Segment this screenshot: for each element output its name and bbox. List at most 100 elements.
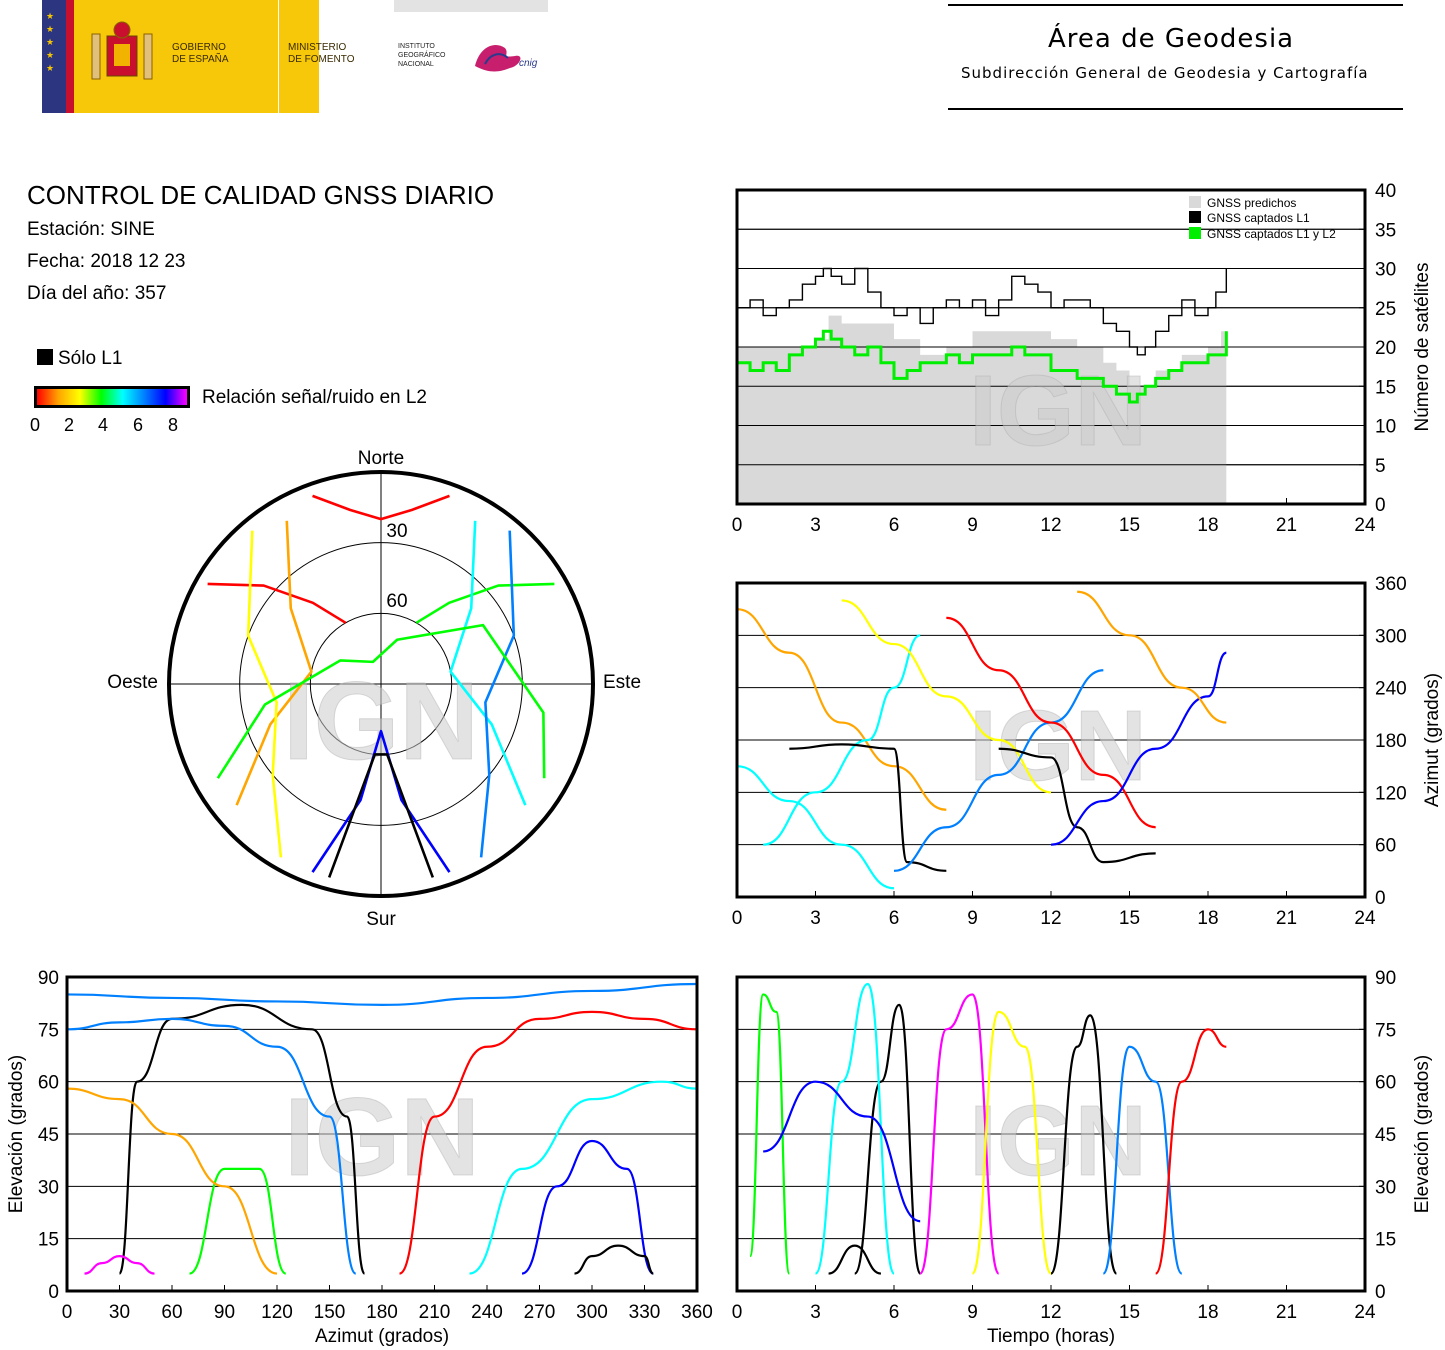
snr-tick-8: 8 [168,415,179,435]
snr-tick-0: 0 [30,415,41,435]
elevation-azimuth-track-4 [521,1139,654,1275]
elevation-azimuth-track-8 [574,1244,654,1275]
elevation-time-track-9 [762,1080,921,1223]
elevation-time-track-2 [1049,1014,1118,1275]
elevation-azimuth-xtick-330: 330 [629,1302,661,1323]
elevation-azimuth-track-1 [66,1017,357,1275]
azimuth-time-xtick-3: 3 [810,908,821,929]
flag-red [66,0,74,113]
elevation-time-track-6 [1102,1045,1183,1275]
ign-line2: GEOGRÁFICO [398,52,446,59]
satellite-count-ylabel: Número de satélites [1412,263,1433,432]
azimuth-time-xtick-6: 6 [889,908,900,929]
elevation-azimuth-track-3 [189,1167,287,1275]
elevation-time-xtick-12: 12 [1040,1302,1061,1323]
flag-stars: ★ ★ ★ ★ ★ [46,11,55,73]
elevation-azimuth-border [65,975,699,1293]
azimuth-track-0 [736,608,947,811]
elevation-time-track-8 [828,1244,882,1275]
polar-track-6 [246,530,283,858]
satellite-count-xtick-0: 0 [732,515,743,536]
date-label: Fecha: 2018 12 23 [27,251,186,272]
doy-label: Día del año: 357 [27,283,167,304]
snr-colorbar [34,386,190,408]
satellite-legend-label-1: GNSS captados L1 [1207,211,1310,225]
area-header: Área de Geodesia Subdirección General de… [948,4,1403,112]
elevation-azimuth-track-0 [118,1003,366,1275]
azimuth-time-xtick-18: 18 [1197,908,1218,929]
polar-ring-label-60: 60 [386,591,407,612]
elevation-azimuth-xtick-360: 360 [681,1302,713,1323]
polar-track-5 [327,753,435,878]
elevation-azimuth-xtick-150: 150 [314,1302,346,1323]
elevation-time-track-3 [814,982,896,1275]
elevation-azimuth-xtick-240: 240 [471,1302,503,1323]
polar-track-7 [479,530,516,858]
azimuth-track-6 [998,747,1156,864]
elevation-azimuth-ytick-45: 45 [38,1125,59,1146]
elevation-azimuth-ytick-0: 0 [48,1282,59,1303]
ign-panel [394,0,548,12]
azimuth-time-xtick-9: 9 [967,908,978,929]
elevation-time-track-7 [1154,1028,1227,1275]
elevation-azimuth-xtick-300: 300 [576,1302,608,1323]
polar-track-3 [235,520,313,806]
min-line1: MINISTERIO [288,42,347,53]
elevation-azimuth-xtick-0: 0 [62,1302,73,1323]
flag-stripe [42,0,66,113]
satellite-count-xtick-6: 6 [889,515,900,536]
snr-tick-4: 4 [98,415,109,435]
elevation-azimuth-track-6 [469,1080,698,1275]
satellite-count-ytick-0: 0 [1375,495,1386,516]
polar-track-0 [207,582,347,624]
azimuth-time-border [735,581,1367,899]
polar-ring-label-30: 30 [386,521,407,542]
elevation-time-track-0 [749,993,791,1275]
elevation-azimuth-xlabel: Azimut (grados) [315,1326,449,1347]
elevation-time-track-5 [971,1010,1053,1275]
polar-track-4 [449,520,527,806]
polar-watermark: IGN [283,660,479,783]
satellite-legend-label-2: GNSS captados L1 y L2 [1207,227,1336,241]
elevation-azimuth-xtick-180: 180 [366,1302,398,1323]
elevation-azimuth-ytick-60: 60 [38,1073,59,1094]
azimuth-track-5 [946,616,1156,829]
l1-only-swatch [37,349,53,365]
polar-outline [167,470,595,898]
elevation-time-ytick-30: 30 [1375,1177,1396,1198]
azimuth-time-ylabel: Azimut (grados) [1422,673,1443,807]
area-bottom-rule [948,108,1403,110]
satellite-count-border [735,188,1367,506]
azimuth-time-xtick-15: 15 [1119,908,1140,929]
elevation-azimuth-track-5 [66,1087,278,1275]
snr-label: Relación señal/ruido en L2 [202,387,427,408]
satellite-count-xtick-24: 24 [1354,515,1376,536]
satellite-count-xtick-9: 9 [967,515,978,536]
satellite-count-ytick-20: 20 [1375,338,1396,359]
azimuth-track-2 [789,743,947,872]
elevation-azimuth-ytick-15: 15 [38,1230,59,1251]
satellite-count-ytick-30: 30 [1375,260,1396,281]
elevation-azimuth-track-9 [66,982,698,1007]
elevation-azimuth-track-2 [398,1010,698,1275]
ign-line3: NACIONAL [398,61,434,68]
elevation-time-ytick-75: 75 [1375,1020,1396,1041]
gov-line1: GOBIERNO [172,42,226,53]
satellite-count-ytick-25: 25 [1375,299,1396,320]
azimuth-time-ytick-360: 360 [1375,574,1407,595]
satellite-count-ytick-10: 10 [1375,417,1396,438]
azimuth-track-1 [763,634,921,846]
elevation-time-xtick-15: 15 [1119,1302,1140,1323]
azimuth-time-ytick-180: 180 [1375,731,1407,752]
polar-track-1 [415,582,555,624]
elevation-time-xlabel: Tiempo (horas) [987,1326,1115,1347]
elevation-time-xtick-21: 21 [1276,1302,1297,1323]
ign-line1: INSTITUTO [398,43,435,50]
elevation-azimuth-xtick-90: 90 [214,1302,235,1323]
l1-only-label: Sólo L1 [58,348,123,369]
elevation-time-xtick-9: 9 [967,1302,978,1323]
satellite-count-watermark: IGN [969,355,1147,467]
elevation-azimuth-xtick-30: 30 [109,1302,130,1323]
satellite-count-xtick-18: 18 [1197,515,1218,536]
azimuth-time-ytick-120: 120 [1375,783,1407,804]
